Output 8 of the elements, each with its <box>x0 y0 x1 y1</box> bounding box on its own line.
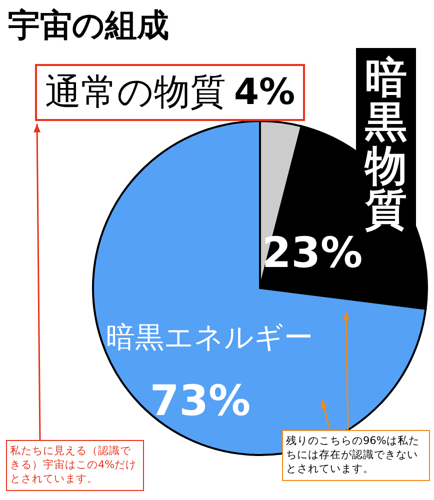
data-label: 73% <box>150 376 251 425</box>
slice-label: 暗黒物質 <box>365 53 407 234</box>
text: 私たちに見える（認識できる）宇宙はこの4%だけとされています。 <box>6 440 144 491</box>
chart-title: 宇宙の組成 <box>8 5 169 46</box>
data-label: 4% <box>234 72 296 113</box>
slice-label: 暗黒エネルギー <box>106 319 313 356</box>
slice-label: 通常の物質 <box>45 72 226 113</box>
text: 残りのこちらの96%は私たちには存在が認識できないとされています。 <box>282 430 430 481</box>
